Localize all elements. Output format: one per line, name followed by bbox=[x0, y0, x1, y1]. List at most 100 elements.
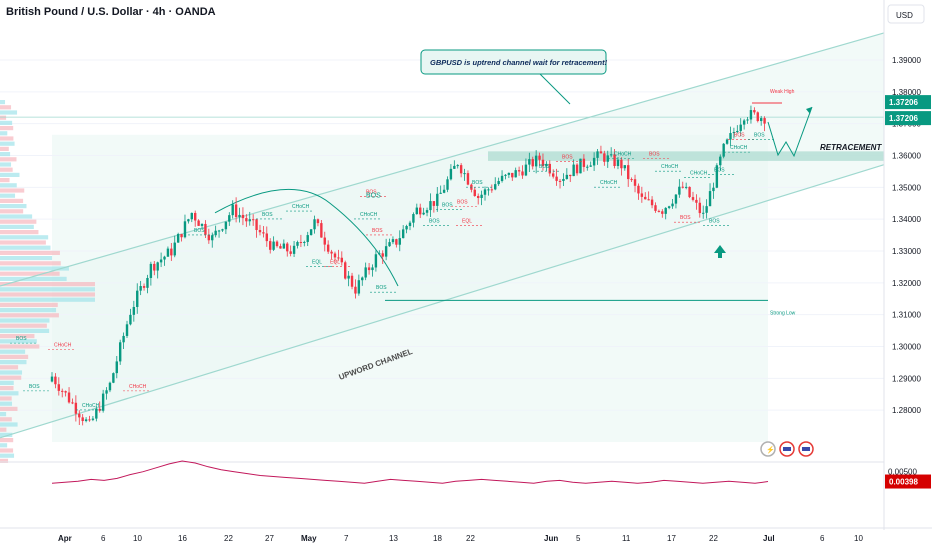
candle-body bbox=[142, 286, 146, 288]
time-tick-label: 10 bbox=[854, 534, 863, 543]
candle-body bbox=[299, 242, 303, 244]
candle-body bbox=[194, 212, 197, 221]
candle-body bbox=[64, 391, 67, 393]
volume-profile-bar bbox=[0, 365, 19, 370]
candle-body bbox=[415, 207, 419, 215]
candle-body bbox=[156, 262, 159, 271]
candle-body bbox=[456, 165, 459, 167]
projection-path bbox=[767, 106, 813, 158]
candle-body bbox=[98, 408, 101, 411]
volume-profile-bar bbox=[0, 292, 95, 297]
volume-profile-bar bbox=[0, 282, 95, 287]
structure-label: BOS bbox=[29, 384, 40, 390]
candle-body bbox=[534, 155, 538, 167]
volume-profile-bar bbox=[0, 204, 27, 209]
candle-body bbox=[753, 110, 756, 113]
structure-label: EQL bbox=[462, 218, 472, 224]
candle-body bbox=[494, 184, 497, 190]
indicator-line bbox=[51, 460, 769, 484]
volume-profile-bar bbox=[0, 417, 12, 422]
callout-pointer bbox=[539, 73, 571, 105]
currency-box[interactable] bbox=[887, 4, 925, 24]
candle-body bbox=[497, 181, 500, 185]
volume-profile-bar bbox=[0, 183, 17, 188]
candle-body bbox=[173, 242, 176, 256]
structure-label: BOS bbox=[442, 202, 453, 208]
volume-profile-bar bbox=[0, 120, 13, 125]
flag-stripe bbox=[802, 447, 810, 451]
volume-profile-bar bbox=[0, 458, 9, 463]
candle-body bbox=[630, 179, 633, 181]
candle-body bbox=[558, 180, 562, 182]
candle-body bbox=[255, 219, 258, 231]
time-tick-label: 10 bbox=[133, 534, 142, 543]
candle-body bbox=[118, 342, 122, 362]
candle-body bbox=[541, 159, 545, 167]
volume-profile-bar bbox=[0, 432, 13, 437]
candle-body bbox=[756, 112, 759, 122]
price-tick-label: 1.29000 bbox=[892, 374, 921, 383]
candle-body bbox=[476, 195, 480, 198]
candle-body bbox=[71, 402, 74, 404]
callout-box bbox=[420, 49, 607, 75]
candle-body bbox=[763, 118, 766, 124]
candle-body bbox=[432, 201, 436, 206]
volume-profile-bar bbox=[0, 339, 37, 344]
candle-body bbox=[395, 239, 398, 245]
candle-body bbox=[736, 130, 739, 132]
volume-profile-bar bbox=[0, 146, 9, 151]
candle-body bbox=[279, 246, 282, 249]
price-tick-label: 1.32000 bbox=[892, 279, 921, 288]
candle-body bbox=[398, 238, 401, 245]
volume-profile-bar bbox=[0, 178, 10, 183]
candle-body bbox=[132, 306, 136, 315]
candle-body bbox=[183, 221, 187, 238]
candle-body bbox=[466, 173, 470, 185]
candle-body bbox=[313, 219, 316, 230]
candle-body bbox=[330, 251, 333, 254]
candle-body bbox=[108, 382, 112, 391]
candle-body bbox=[91, 418, 95, 420]
candle-body bbox=[545, 163, 548, 167]
candle-body bbox=[579, 158, 582, 174]
volume-profile-bar bbox=[0, 276, 67, 281]
strong-low-label: Strong Low bbox=[770, 310, 796, 316]
candle-body bbox=[565, 174, 569, 179]
channel-fill bbox=[0, 32, 884, 438]
candle-body bbox=[674, 194, 678, 204]
candle-body bbox=[606, 155, 609, 162]
volume-profile-bar bbox=[0, 297, 95, 302]
structure-label: BOS bbox=[539, 164, 550, 170]
candle-body bbox=[248, 219, 251, 222]
candle-body bbox=[344, 262, 347, 279]
candle-body bbox=[725, 139, 729, 144]
flag-stripe bbox=[783, 447, 791, 451]
candle-body bbox=[657, 210, 661, 212]
candle-body bbox=[384, 246, 388, 257]
time-tick-label: Jun bbox=[544, 534, 558, 543]
candle-body bbox=[231, 204, 234, 216]
structure-label: BOS bbox=[649, 152, 660, 158]
structure-label: CHoCH bbox=[360, 212, 378, 218]
time-tick-label: 22 bbox=[709, 534, 718, 543]
time-tick-label: May bbox=[301, 534, 317, 543]
structure-label: CHoCH bbox=[730, 145, 748, 151]
candle-body bbox=[190, 212, 193, 220]
candle-body bbox=[412, 214, 415, 223]
projection-arrowhead bbox=[806, 107, 812, 114]
time-tick-label: 27 bbox=[265, 534, 274, 543]
candle-body bbox=[207, 234, 211, 241]
lightning-icon[interactable] bbox=[760, 441, 776, 457]
volume-profile-bar bbox=[0, 141, 15, 146]
candle-body bbox=[422, 212, 425, 215]
candle-body bbox=[569, 174, 572, 177]
candle-body bbox=[517, 170, 521, 172]
volume-profile-bar bbox=[0, 443, 8, 448]
candle-body bbox=[732, 131, 736, 134]
structure-label: BOS bbox=[457, 199, 468, 205]
candle-body bbox=[176, 234, 180, 243]
structure-label: CHoCH bbox=[292, 204, 310, 210]
candle-body bbox=[333, 253, 337, 258]
price-tick-label: 1.35000 bbox=[892, 183, 921, 192]
